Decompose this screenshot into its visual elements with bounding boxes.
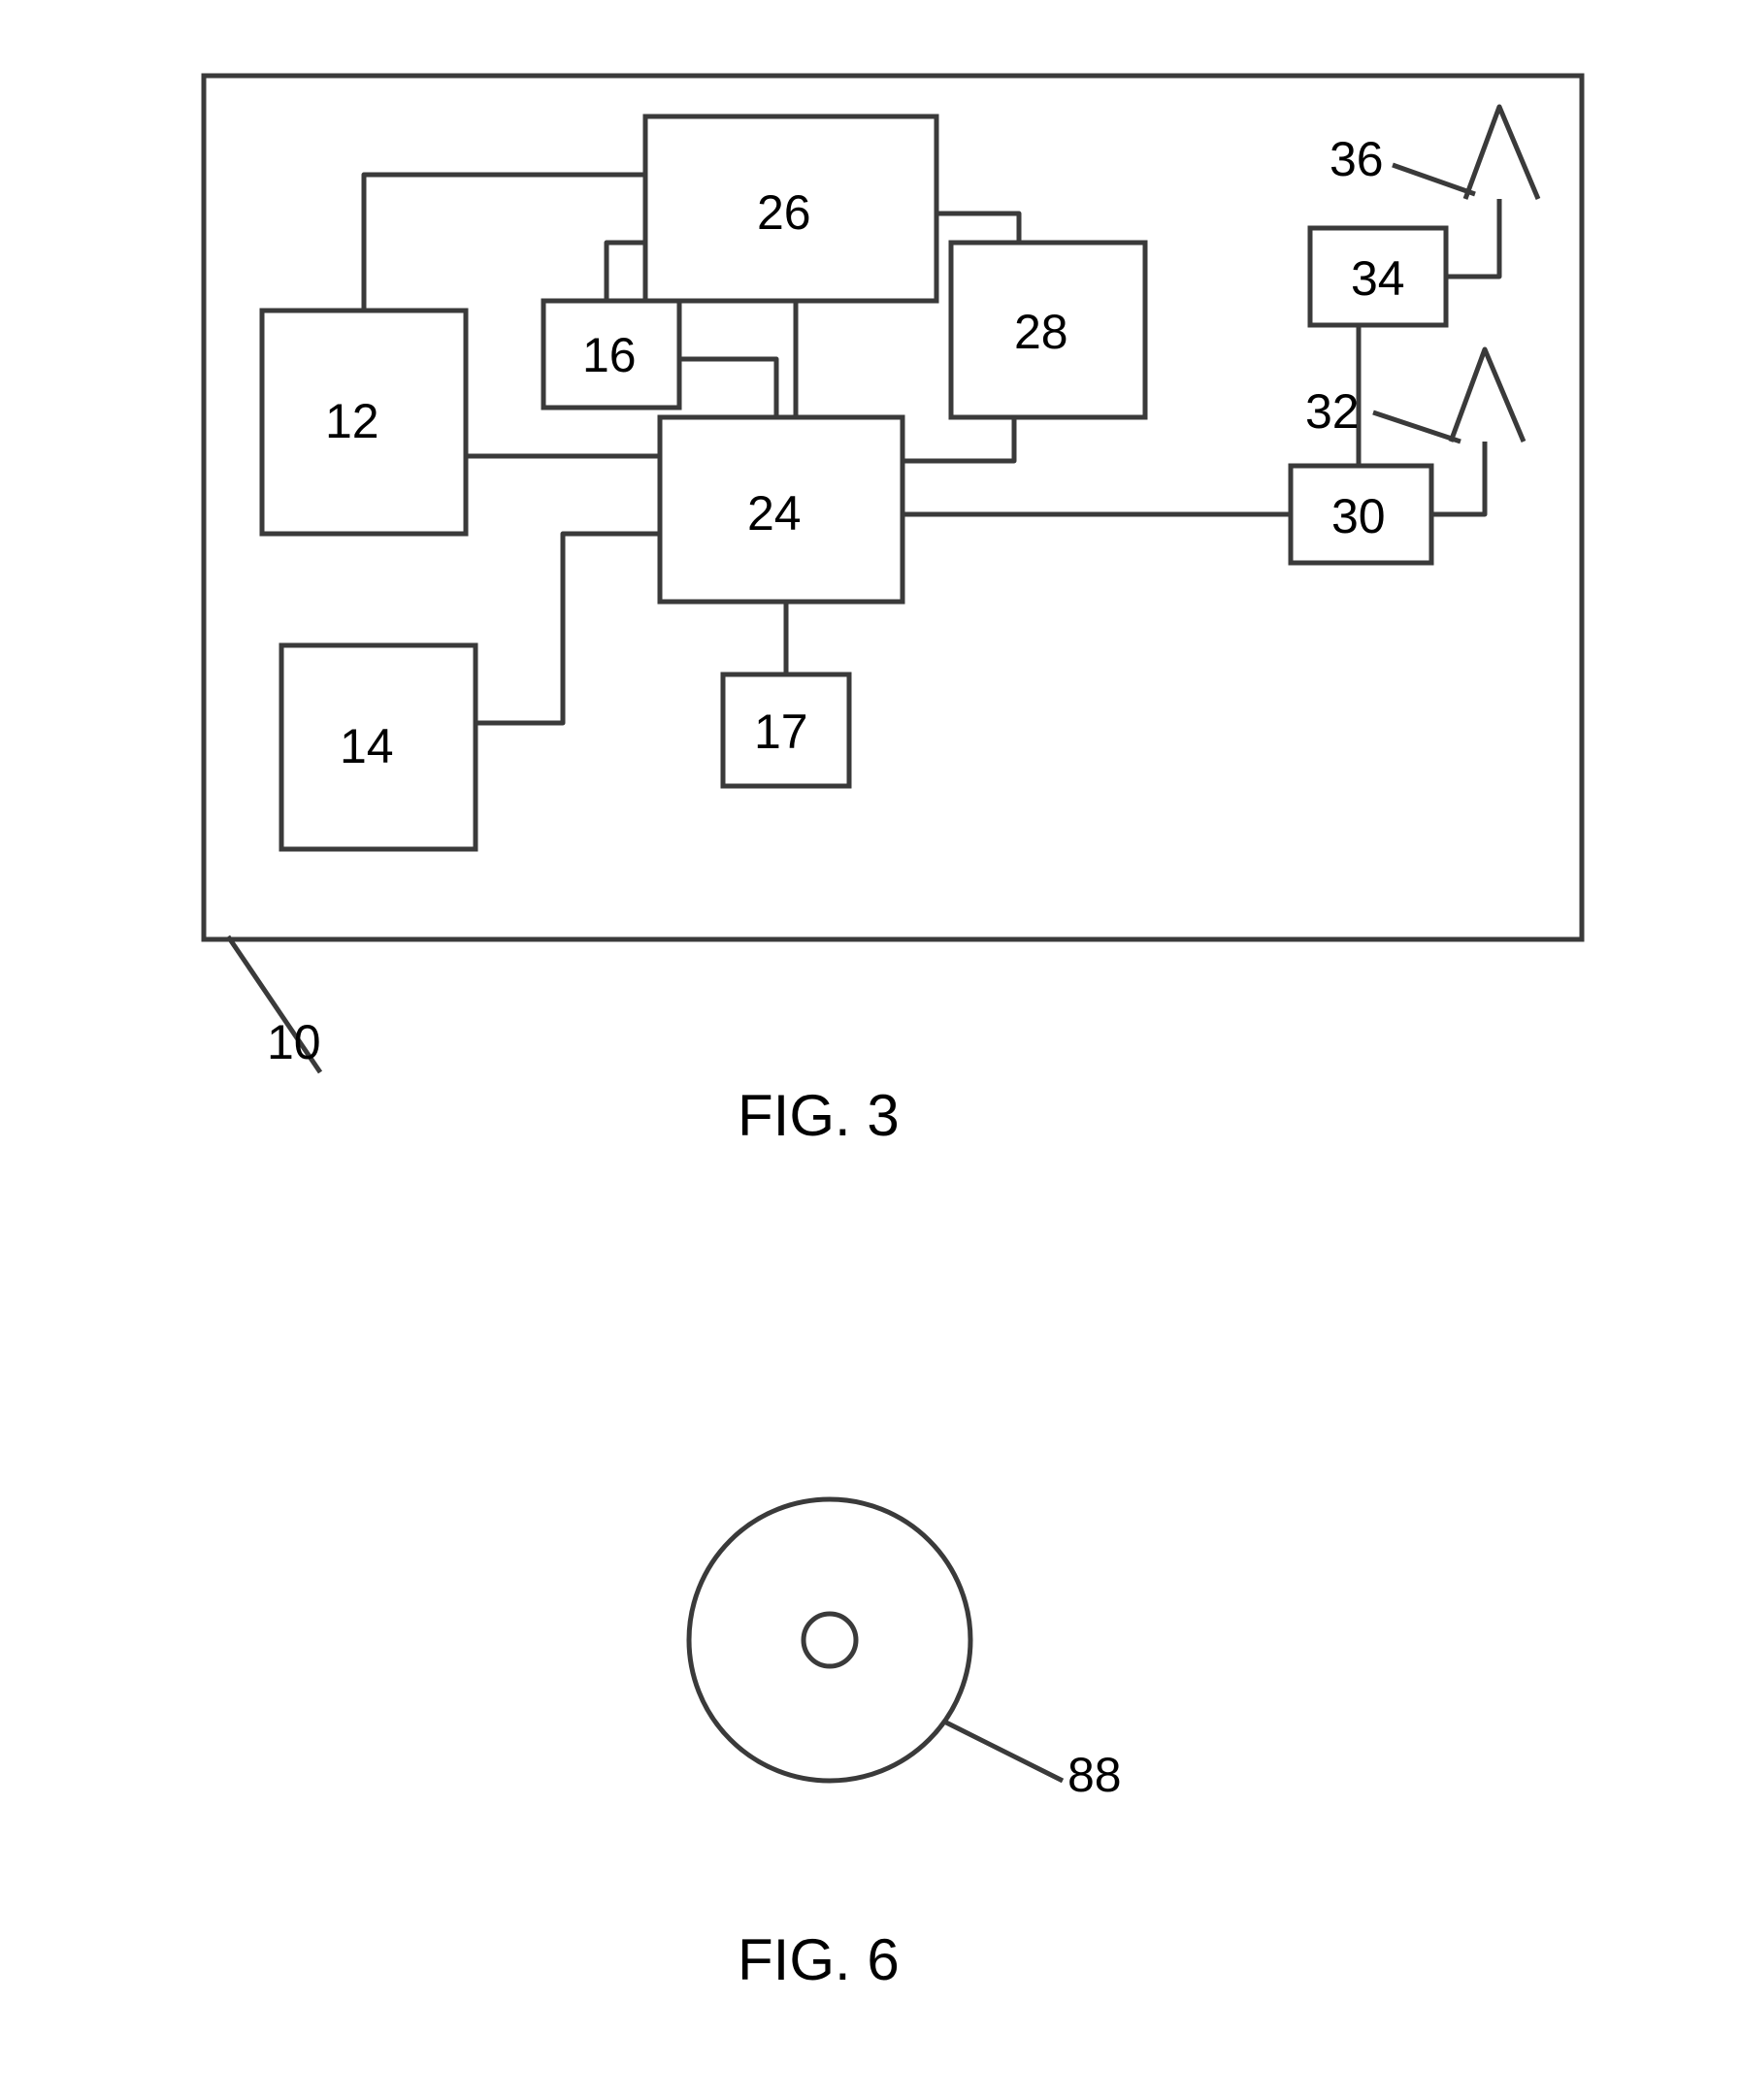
edge-14-right <box>476 534 660 723</box>
ref-36-lead <box>1393 165 1475 194</box>
page: 12 14 16 17 24 26 28 30 34 10 32 36 FIG.… <box>0 0 1740 2100</box>
ref-36-label: 36 <box>1330 131 1384 187</box>
antenna-36-icon <box>1465 107 1538 199</box>
diagram-svg <box>0 0 1740 2100</box>
fig6-inner-circle <box>804 1614 856 1666</box>
edge-26-right <box>936 213 1019 243</box>
ref-88-label: 88 <box>1067 1747 1122 1803</box>
edge-34-to-ant36 <box>1446 199 1499 277</box>
block-12-label: 12 <box>325 393 379 449</box>
fig6-outer-circle <box>689 1499 970 1781</box>
block-34-label: 34 <box>1351 250 1405 307</box>
ref-32-lead <box>1373 412 1461 442</box>
edge-30-to-ant32 <box>1431 442 1485 514</box>
edge-16-right <box>679 359 776 417</box>
edge-24-right-upper <box>903 417 1014 461</box>
fig6-caption: FIG. 6 <box>738 1926 900 1993</box>
ref-10-label: 10 <box>267 1014 321 1070</box>
edge-12-top <box>364 175 645 311</box>
block-14-label: 14 <box>340 718 394 774</box>
edge-16-top <box>607 243 645 301</box>
block-17-label: 17 <box>754 704 808 760</box>
antenna-32-icon <box>1451 349 1524 442</box>
ref-88-lead <box>946 1723 1063 1781</box>
block-16-label: 16 <box>582 327 637 383</box>
block-30-label: 30 <box>1331 488 1386 544</box>
block-28-label: 28 <box>1014 304 1068 360</box>
ref-32-label: 32 <box>1305 383 1360 440</box>
block-24-label: 24 <box>747 485 802 541</box>
block-26-label: 26 <box>757 184 811 241</box>
fig3-caption: FIG. 3 <box>738 1082 900 1149</box>
